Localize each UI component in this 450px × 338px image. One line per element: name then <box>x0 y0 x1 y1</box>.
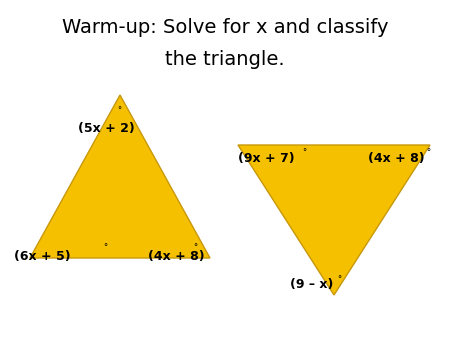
Text: (6x + 5): (6x + 5) <box>14 250 71 263</box>
Text: (5x + 2): (5x + 2) <box>78 122 135 135</box>
Text: Warm-up: Solve for x and classify: Warm-up: Solve for x and classify <box>62 18 388 37</box>
Text: °: ° <box>337 275 341 284</box>
Text: (9x + 7): (9x + 7) <box>238 152 295 165</box>
Text: °: ° <box>426 148 430 157</box>
Text: °: ° <box>302 148 306 157</box>
Text: °: ° <box>193 243 197 252</box>
Text: the triangle.: the triangle. <box>165 50 285 69</box>
Text: °: ° <box>103 243 107 252</box>
Text: (9 – x): (9 – x) <box>290 278 333 291</box>
Text: (4x + 8): (4x + 8) <box>368 152 425 165</box>
Text: °: ° <box>117 106 121 115</box>
Text: (4x + 8): (4x + 8) <box>148 250 205 263</box>
Polygon shape <box>238 145 430 295</box>
Polygon shape <box>30 95 210 258</box>
